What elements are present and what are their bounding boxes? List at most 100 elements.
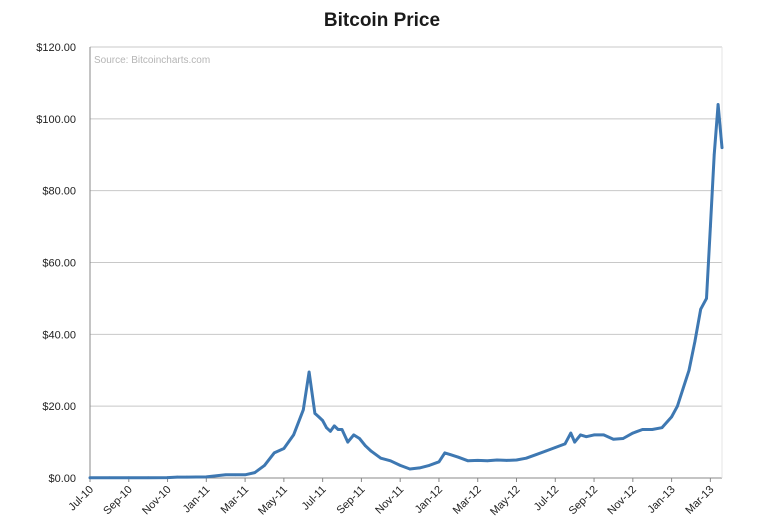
price-point [621,437,625,440]
price-point [329,430,332,433]
x-tick-label: May-11 [256,484,290,518]
price-point [495,458,499,462]
price-point [476,459,480,462]
price-point [709,225,712,228]
price-point [554,446,557,449]
x-tick-label: Sep-12 [567,484,601,518]
price-point [716,103,720,106]
price-point [443,451,447,455]
price-point [486,459,489,463]
x-tick-label: Nov-10 [140,484,174,518]
y-tick-label: $0.00 [48,473,76,485]
price-point [650,428,654,431]
x-tick-label: Mar-11 [219,484,252,517]
price-point [88,476,92,480]
price-point [346,440,350,444]
price-point [631,431,635,435]
gridlines [89,46,723,482]
source-note: Source: Bitcoincharts.com [94,55,210,66]
price-point [234,473,237,477]
price-point [127,476,131,480]
price-point [437,460,441,464]
price-point [515,458,518,462]
price-point [282,447,286,450]
price-point [585,435,588,439]
price-point [534,453,538,457]
price-point [641,428,644,431]
price-point [602,433,605,437]
price-point [146,476,150,480]
x-tick-label: Mar-12 [451,484,484,517]
price-point [224,473,227,477]
price-point [253,471,257,474]
price-point [466,459,470,463]
price-point [681,386,685,390]
price-point [336,428,340,431]
y-axis-tick-labels: $0.00 $20.00 $40.00 $60.00 $80.00 $100.00 $120… [36,42,76,485]
price-point [693,340,697,343]
price-point [166,476,169,479]
price-point [579,433,582,437]
x-axis-tick-labels: Jul-10 Sep-10 Nov-10 Jan-11 Mar-11 May-11 Jul-… [66,484,716,518]
price-point [108,476,111,480]
x-tick-label: Jul-12 [532,484,562,514]
price-point [573,440,576,444]
x-tick-label: Sep-10 [101,484,135,518]
price-point [307,370,311,374]
y-tick-label: $120.00 [36,42,76,54]
price-point [292,433,295,437]
price-point [205,475,208,479]
price-point [175,475,179,479]
x-tick-label: Sep-11 [335,484,368,517]
x-tick-label: Jul-10 [66,484,96,514]
price-point [563,442,567,446]
price-point [358,437,361,440]
price-point [243,473,247,477]
price-point [720,146,724,149]
y-tick-label: $20.00 [42,401,76,413]
price-point [457,455,460,459]
x-tick-label: Jul-11 [300,484,329,513]
price-point [705,297,708,300]
y-tick-label: $40.00 [42,329,76,341]
price-point [302,408,305,412]
x-tick-label: Nov-12 [605,484,639,518]
x-tick-label: Jan-13 [645,484,677,516]
price-point [408,467,412,471]
price-point [369,449,373,453]
price-point [321,419,324,422]
y-tick-label: $80.00 [42,186,76,198]
series-layer [88,103,724,480]
price-point [544,449,547,453]
price-point [699,307,702,311]
price-point [712,153,716,157]
price-point [317,415,321,419]
x-tick-label: Jan-11 [181,484,213,516]
price-point [185,475,189,479]
x-tick-label: Nov-11 [373,484,406,517]
price-point [333,424,336,428]
y-tick-label: $100.00 [36,114,76,126]
price-point [398,464,402,467]
price-point [670,415,673,419]
x-tick-label: May-12 [488,484,522,518]
price-point [272,451,276,455]
price-point [524,456,528,460]
price-point [379,456,383,460]
price-point [389,459,392,463]
chart-title: Bitcoin Price [324,10,440,31]
price-point [612,437,615,441]
price-point [505,459,509,462]
price-point [687,369,691,372]
price-point [660,426,664,430]
price-point [676,404,679,408]
x-tick-label: Jan-12 [413,484,445,516]
price-point [313,412,317,415]
price-point [325,426,328,430]
y-tick-label: $60.00 [42,258,76,270]
price-point [449,453,452,457]
price-point [340,428,344,431]
price-point [592,433,596,437]
price-series-line [88,103,724,480]
